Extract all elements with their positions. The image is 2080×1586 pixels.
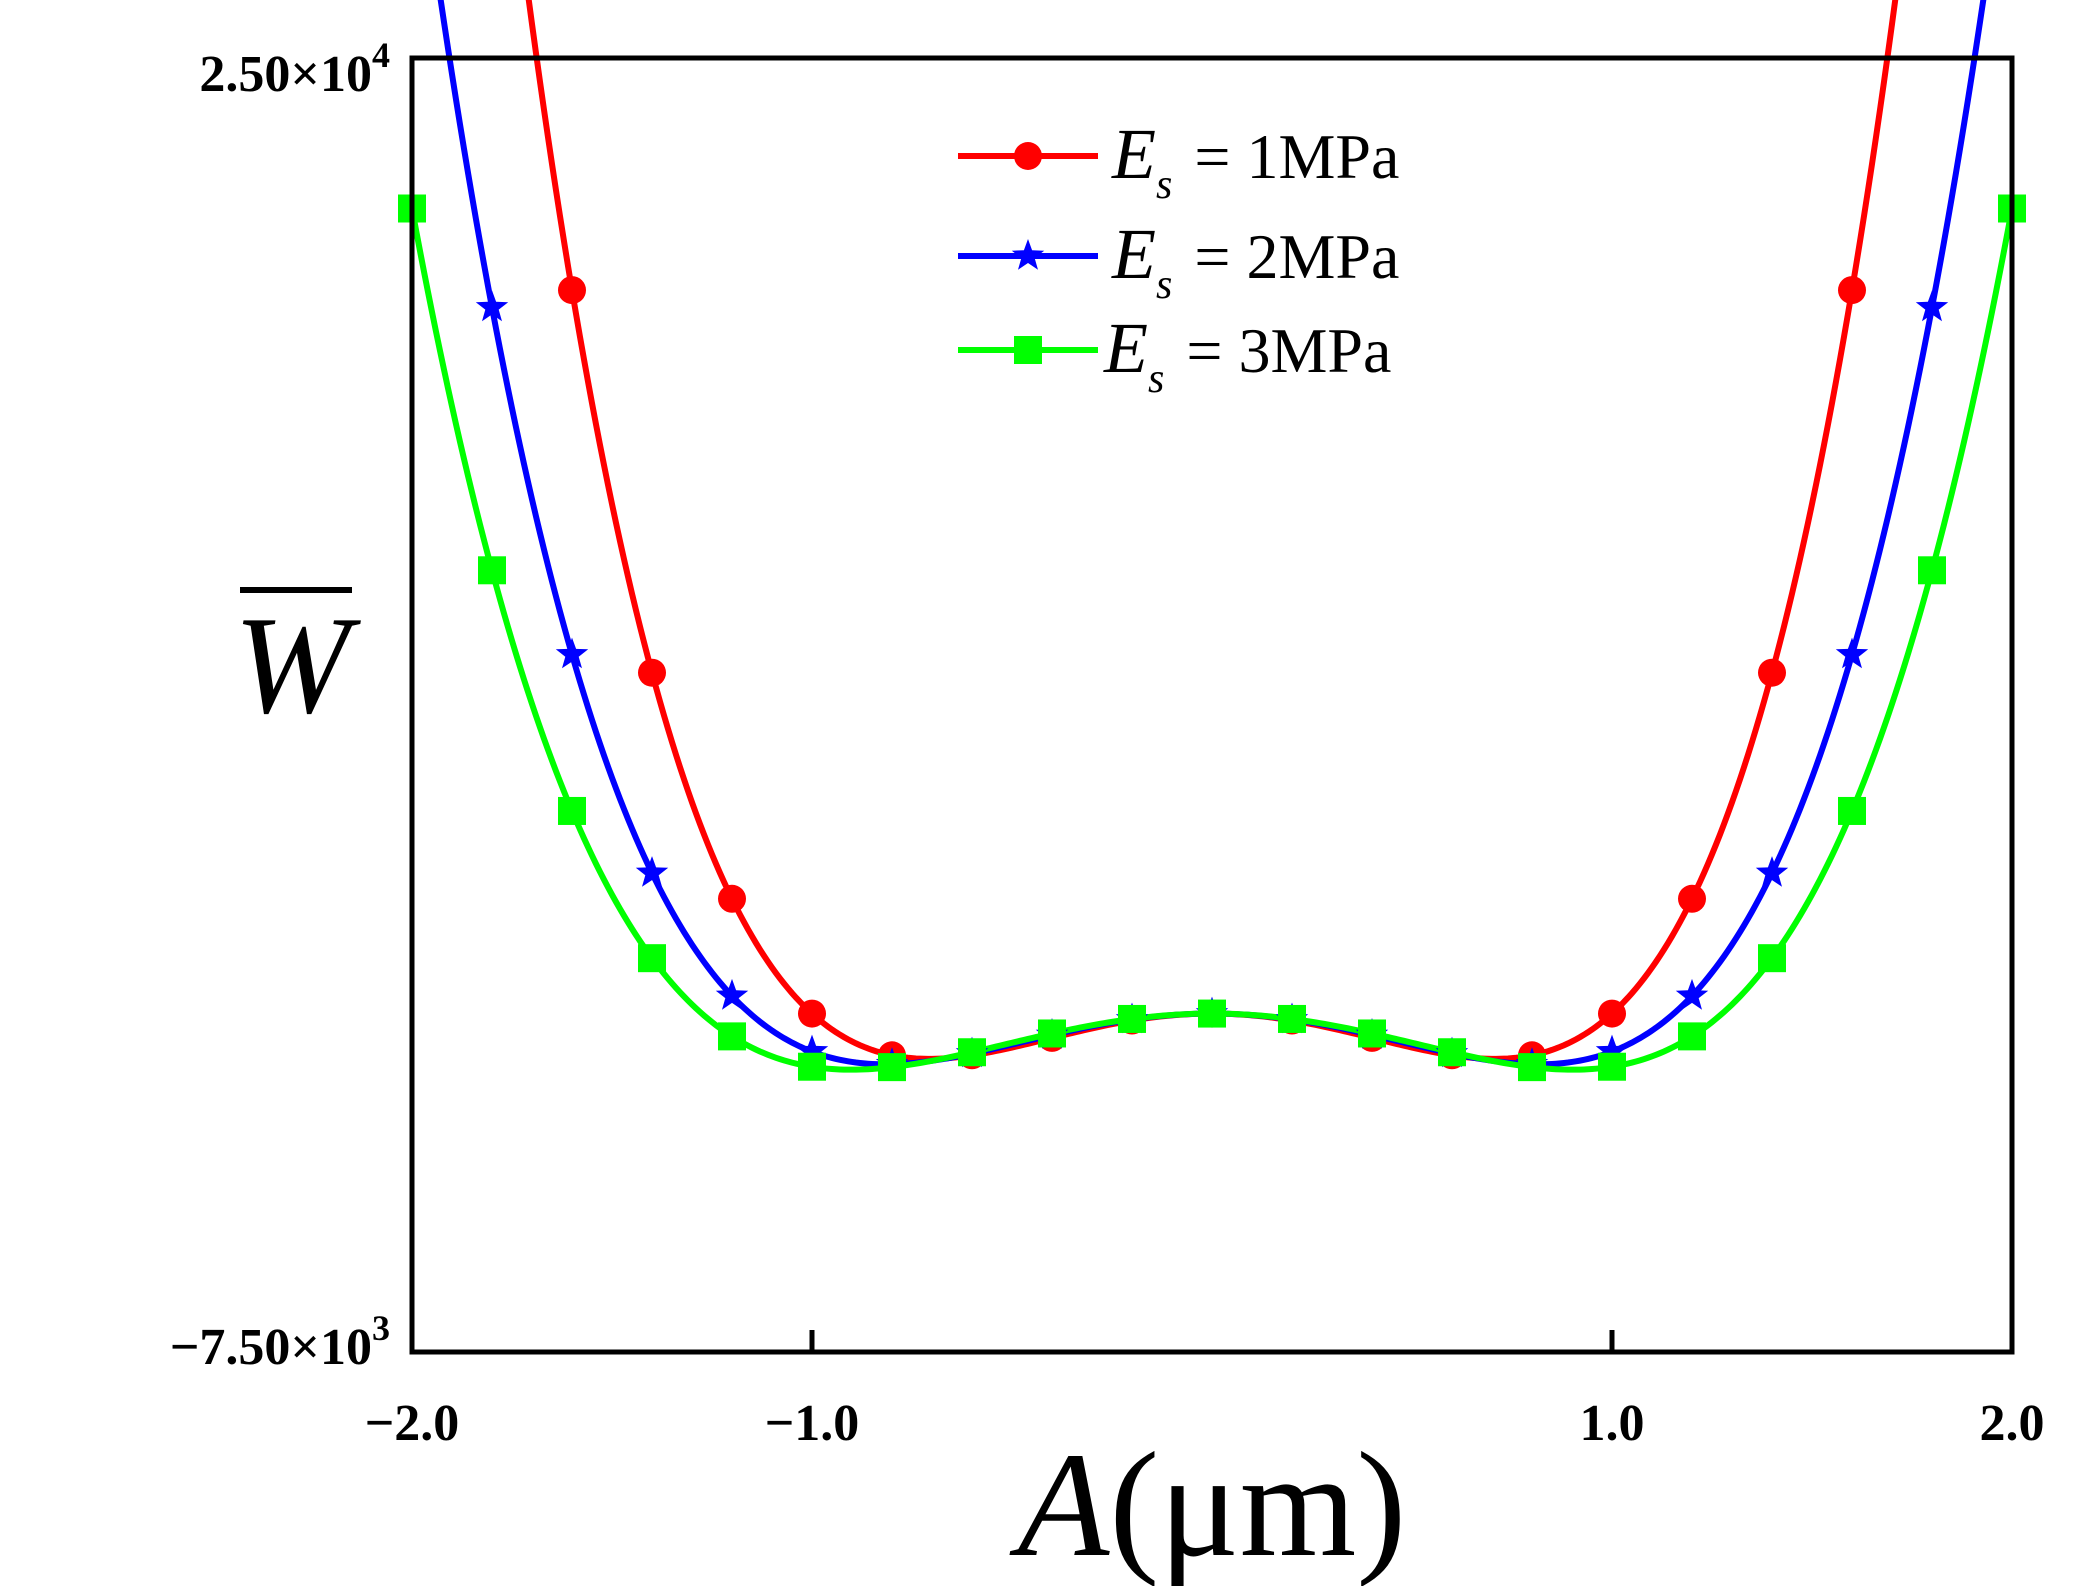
marker-series-3 [478,556,506,585]
marker-series-3 [1038,1019,1066,1048]
marker-series-3 [1918,556,1946,585]
marker-series-3 [958,1038,986,1067]
marker-series-2 [715,978,749,1010]
legend-sub-1: s [1156,162,1172,208]
y-tick-top-exponent: 4 [372,35,390,75]
legend-var-2: E [1111,214,1156,294]
marker-series-3 [1118,1004,1146,1033]
legend-marker-1 [1014,142,1042,170]
legend-label-2: Es = 2MPa [1111,214,1399,308]
marker-series-3 [1438,1038,1466,1067]
x-tick-label: 2.0 [1980,1395,2045,1452]
y-tick-bottom-exponent: 3 [372,1308,390,1348]
marker-series-1 [798,999,826,1028]
x-axis-label: A(μm) [1009,1422,1407,1586]
marker-series-3 [1838,796,1866,825]
y-axis-label-symbol: W [234,588,362,743]
legend-sub-2: s [1156,262,1172,308]
legend-sub-3: s [1148,356,1164,402]
marker-series-3 [1358,1019,1386,1048]
y-tick-top-mantissa: 2.50×10 [199,46,372,103]
marker-series-1 [1598,999,1626,1028]
marker-series-2 [795,1034,829,1066]
legend-text-2: = 2MPa [1194,221,1399,292]
marker-series-2 [635,856,669,887]
legend-text-3: = 3MPa [1186,315,1391,386]
y-tick-label-bottom: −7.50×103 [170,1308,390,1376]
marker-series-3 [878,1053,906,1082]
legend-var-3: E [1103,308,1148,388]
x-axis-label-variable: A [1009,1422,1111,1586]
marker-series-2 [475,290,509,322]
x-tick-label: −2.0 [365,1395,460,1452]
marker-series-1 [718,884,746,913]
marker-series-3 [1518,1053,1546,1082]
legend-label-1: Es = 1MPa [1111,114,1399,208]
marker-series-2 [1915,290,1949,322]
x-axis-label-unit: (μm) [1109,1422,1406,1586]
marker-series-1 [1678,884,1706,913]
legend-item-2: Es = 2MPa [958,214,1399,308]
legend-text-1: = 1MPa [1194,121,1399,192]
legend-label-3: Es = 3MPa [1103,308,1391,402]
marker-series-3 [1678,1022,1706,1051]
legend-marker-2 [1011,239,1045,270]
marker-series-3 [558,796,586,825]
legend-marker-3 [1014,336,1042,364]
legend-item-3: Es = 3MPa [958,308,1391,402]
marker-series-2 [1835,637,1869,669]
legend-var-1: E [1111,114,1156,194]
x-tick-label: 1.0 [1580,1395,1645,1452]
marker-series-3 [798,1052,826,1081]
marker-series-3 [718,1022,746,1051]
legend-item-1: Es = 1MPa [958,114,1399,208]
marker-series-3 [1758,944,1786,973]
y-tick-label-top: 2.50×104 [199,35,390,103]
marker-series-2 [1755,856,1789,887]
marker-series-1 [558,276,586,305]
y-tick-bottom-mantissa: −7.50×10 [170,1319,372,1376]
marker-series-3 [1278,1004,1306,1033]
marker-series-3 [1198,999,1226,1028]
marker-series-1 [1838,276,1866,305]
marker-series-3 [1598,1052,1626,1081]
legend: Es = 1MPa Es = 2MPa Es = 3MPa [958,114,1399,402]
marker-series-1 [1758,658,1786,687]
plot-frame [409,55,2015,1355]
marker-series-3 [638,944,666,973]
x-tick-label: −1.0 [765,1395,860,1452]
marker-series-2 [1675,978,1709,1010]
x-axis-ticks [809,1330,1615,1352]
y-axis-label: W [234,587,362,743]
marker-series-2 [555,637,589,669]
marker-series-2 [1595,1034,1629,1066]
marker-series-1 [638,658,666,687]
